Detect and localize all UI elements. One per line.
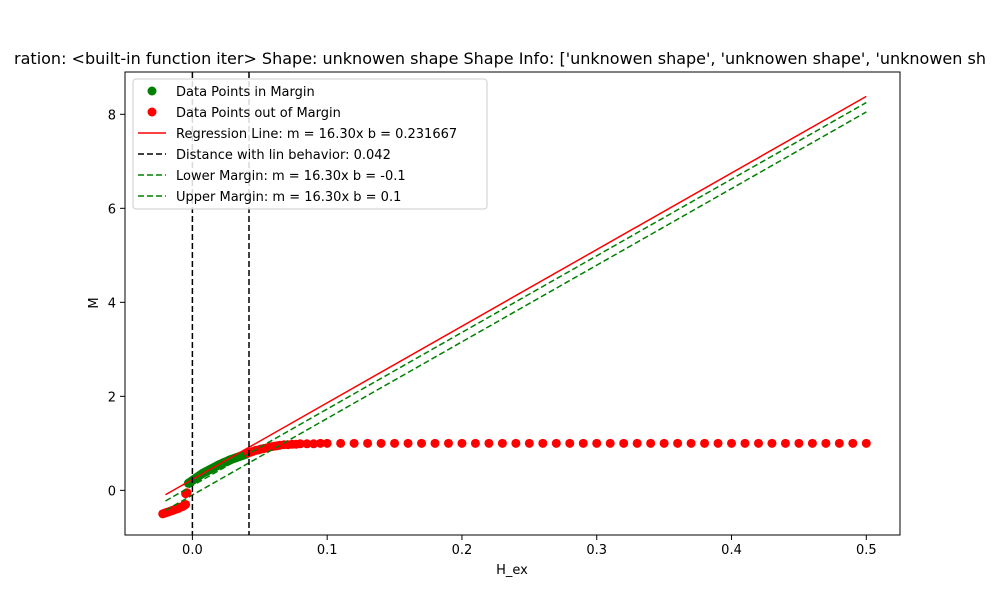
x-tick-label: 0.5 bbox=[856, 543, 877, 558]
data-point bbox=[646, 438, 656, 448]
legend-item: Data Points in Margin bbox=[147, 85, 315, 100]
plot-area bbox=[158, 72, 871, 535]
data-point bbox=[295, 439, 305, 449]
data-point bbox=[457, 438, 467, 448]
legend-item: Data Points out of Margin bbox=[147, 106, 341, 121]
legend-label: Data Points in Margin bbox=[176, 85, 315, 100]
y-axis-label: M bbox=[87, 297, 102, 308]
y-tick-label: 6 bbox=[108, 202, 116, 217]
data-point bbox=[659, 438, 669, 448]
data-point bbox=[578, 438, 588, 448]
data-point bbox=[700, 438, 710, 448]
legend-label: Regression Line: m = 16.30x b = 0.231667 bbox=[176, 127, 457, 142]
data-point bbox=[619, 438, 629, 448]
series-2 bbox=[158, 438, 871, 519]
data-point bbox=[807, 438, 817, 448]
y-tick-label: 4 bbox=[108, 296, 116, 311]
data-point bbox=[315, 438, 325, 448]
data-point bbox=[740, 438, 750, 448]
upper-margin-line bbox=[165, 101, 867, 502]
data-point bbox=[322, 438, 332, 448]
legend-item: Upper Margin: m = 16.30x b = 0.1 bbox=[138, 190, 401, 205]
data-point bbox=[565, 438, 575, 448]
data-point bbox=[686, 438, 696, 448]
legend-marker bbox=[147, 86, 157, 96]
data-point bbox=[727, 438, 737, 448]
legend-item: Distance with lin behavior: 0.042 bbox=[138, 148, 391, 163]
data-point bbox=[780, 438, 790, 448]
legend-item: Lower Margin: m = 16.30x b = -0.1 bbox=[138, 169, 406, 184]
data-point bbox=[181, 499, 191, 509]
legend-label: Lower Margin: m = 16.30x b = -0.1 bbox=[176, 169, 406, 184]
data-point bbox=[834, 438, 844, 448]
legend-label: Distance with lin behavior: 0.042 bbox=[176, 148, 391, 163]
x-tick-label: 0.0 bbox=[182, 543, 203, 558]
data-point bbox=[632, 438, 642, 448]
x-axis: 0.0 0.1 0.2 0.3 0.4 0.5 bbox=[182, 535, 877, 558]
legend-label: Data Points out of Margin bbox=[176, 106, 341, 121]
legend-label: Upper Margin: m = 16.30x b = 0.1 bbox=[176, 190, 401, 205]
data-point bbox=[484, 438, 494, 448]
data-point bbox=[430, 438, 440, 448]
data-point bbox=[376, 438, 386, 448]
data-point bbox=[713, 438, 723, 448]
chart-title: ration: <built-in function iter> Shape: … bbox=[14, 49, 986, 68]
data-point bbox=[673, 438, 683, 448]
plot-frame bbox=[124, 71, 901, 536]
data-point bbox=[524, 438, 534, 448]
y-tick-label: 8 bbox=[108, 108, 116, 123]
data-point bbox=[794, 438, 804, 448]
lower-margin-line bbox=[165, 111, 867, 512]
legend-marker bbox=[147, 107, 157, 117]
data-point bbox=[470, 438, 480, 448]
data-point bbox=[443, 438, 453, 448]
data-point bbox=[309, 439, 319, 449]
data-point bbox=[551, 438, 561, 448]
x-tick-label: 0.4 bbox=[721, 543, 742, 558]
x-tick-label: 0.1 bbox=[317, 543, 338, 558]
x-tick-label: 0.2 bbox=[452, 543, 473, 558]
y-tick-label: 2 bbox=[108, 390, 116, 405]
data-point bbox=[511, 438, 521, 448]
data-point bbox=[605, 438, 615, 448]
data-point bbox=[538, 438, 548, 448]
legend: Data Points in Margin Data Points out of … bbox=[132, 78, 488, 210]
data-point bbox=[861, 438, 871, 448]
x-tick-label: 0.3 bbox=[586, 543, 607, 558]
data-point bbox=[753, 438, 763, 448]
data-point bbox=[349, 438, 359, 448]
regression-line bbox=[165, 95, 867, 496]
data-point bbox=[417, 438, 427, 448]
legend-item: Regression Line: m = 16.30x b = 0.231667 bbox=[138, 127, 457, 142]
data-point bbox=[302, 439, 312, 449]
data-point bbox=[592, 438, 602, 448]
y-tick-label: 0 bbox=[108, 484, 116, 499]
data-point bbox=[821, 438, 831, 448]
data-point bbox=[363, 438, 373, 448]
series-1 bbox=[183, 449, 251, 488]
data-point bbox=[497, 438, 507, 448]
data-point bbox=[403, 438, 413, 448]
x-axis-label: H_ex bbox=[496, 563, 528, 578]
data-point bbox=[390, 438, 400, 448]
legend-box bbox=[132, 78, 488, 210]
data-point bbox=[336, 438, 346, 448]
data-point bbox=[848, 438, 858, 448]
data-point bbox=[767, 438, 777, 448]
y-axis: 0 2 4 6 8 bbox=[108, 108, 125, 499]
